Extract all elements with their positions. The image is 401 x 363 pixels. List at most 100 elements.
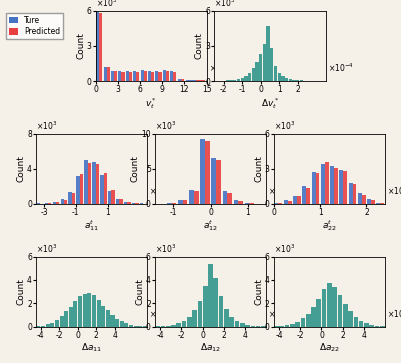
X-axis label: $\Delta a_{11}$: $\Delta a_{11}$	[81, 341, 102, 354]
Bar	[203, 286, 208, 327]
Text: $\times10^{3}$: $\times10^{3}$	[274, 120, 295, 132]
Bar	[111, 70, 114, 81]
Bar	[99, 13, 102, 81]
Bar	[96, 12, 99, 81]
Bar	[240, 323, 245, 327]
Bar	[41, 326, 45, 327]
Bar	[114, 71, 117, 81]
Bar	[115, 318, 119, 327]
Bar	[364, 323, 369, 327]
Bar	[244, 76, 247, 81]
Bar	[322, 289, 326, 327]
Bar	[84, 160, 88, 204]
Bar	[380, 203, 384, 204]
Bar	[259, 54, 262, 81]
Bar	[288, 201, 292, 204]
X-axis label: $a_{11}^t$: $a_{11}^t$	[84, 219, 99, 233]
Bar	[311, 307, 316, 327]
Bar	[224, 309, 229, 327]
Bar	[173, 72, 176, 81]
Bar	[263, 44, 266, 81]
Bar	[132, 203, 135, 204]
Bar	[277, 73, 281, 81]
Bar	[284, 200, 288, 204]
Bar	[122, 72, 125, 81]
Bar	[92, 162, 95, 204]
Bar	[46, 325, 50, 327]
Bar	[213, 278, 218, 327]
Bar	[155, 71, 158, 81]
Bar	[88, 163, 91, 204]
Bar	[229, 317, 234, 327]
Bar	[348, 311, 353, 327]
Bar	[124, 202, 128, 204]
Bar	[110, 315, 115, 327]
Bar	[182, 321, 186, 327]
Bar	[296, 80, 300, 81]
Text: $\times10^{3}$: $\times10^{3}$	[36, 120, 57, 132]
Bar	[160, 326, 165, 327]
Bar	[229, 80, 233, 81]
Bar	[80, 174, 83, 204]
Bar	[72, 193, 75, 204]
Bar	[377, 203, 380, 204]
Bar	[100, 175, 103, 204]
Bar	[151, 72, 154, 81]
Bar	[275, 203, 278, 204]
Bar	[285, 78, 288, 81]
Bar	[107, 67, 110, 81]
Bar	[325, 162, 329, 204]
Bar	[92, 295, 96, 327]
Bar	[143, 326, 147, 327]
Bar	[194, 191, 198, 204]
Bar	[69, 307, 73, 327]
Bar	[198, 301, 202, 327]
Bar	[369, 325, 374, 327]
Text: $\times10^{3}$: $\times10^{3}$	[155, 120, 176, 132]
Bar	[50, 323, 54, 327]
X-axis label: $v_t^*$: $v_t^*$	[145, 95, 157, 111]
Y-axis label: Count: Count	[131, 155, 140, 182]
Bar	[216, 160, 221, 204]
Bar	[48, 203, 51, 204]
Bar	[285, 325, 290, 327]
Bar	[270, 48, 273, 81]
Bar	[192, 310, 197, 327]
Text: $\times10^{-6}$: $\times10^{-6}$	[387, 307, 401, 320]
Bar	[354, 317, 358, 327]
Bar	[267, 26, 270, 81]
Bar	[176, 323, 181, 327]
Bar	[352, 184, 356, 204]
Bar	[141, 70, 144, 81]
Bar	[292, 80, 296, 81]
X-axis label: $a_{22}^t$: $a_{22}^t$	[322, 219, 337, 233]
Bar	[281, 76, 285, 81]
Bar	[163, 70, 166, 81]
Bar	[97, 300, 101, 327]
Bar	[238, 201, 243, 204]
Bar	[211, 158, 216, 204]
X-axis label: $\Delta a_{22}$: $\Delta a_{22}$	[319, 341, 340, 354]
Bar	[358, 193, 362, 204]
Bar	[103, 173, 107, 204]
Bar	[245, 203, 249, 204]
Bar	[274, 66, 277, 81]
Bar	[78, 296, 82, 327]
Bar	[53, 202, 56, 204]
Bar	[189, 190, 194, 204]
Bar	[297, 196, 301, 204]
Bar	[334, 168, 338, 204]
Bar	[208, 264, 213, 327]
Bar	[332, 287, 337, 327]
Bar	[302, 186, 306, 204]
Bar	[371, 200, 375, 204]
Bar	[187, 317, 192, 327]
Legend: Ture, Predicted: Ture, Predicted	[6, 13, 63, 39]
X-axis label: $a_{12}^t$: $a_{12}^t$	[203, 219, 218, 233]
Bar	[339, 170, 343, 204]
Bar	[245, 325, 250, 327]
Y-axis label: Count: Count	[76, 33, 85, 60]
Bar	[36, 326, 41, 327]
Y-axis label: Count: Count	[254, 155, 263, 182]
Y-axis label: Count: Count	[17, 155, 26, 182]
